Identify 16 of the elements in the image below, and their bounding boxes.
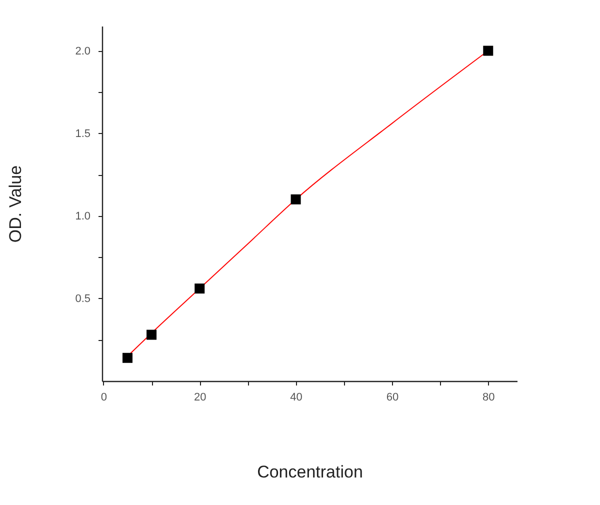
x-tick-label: 60 [386, 392, 399, 404]
y-axis-title: OD. Value [6, 165, 26, 243]
y-tick-label: 2.0 [75, 45, 90, 58]
y-tick-label: 1.5 [75, 128, 90, 140]
y-tick-label: 0.5 [75, 292, 90, 305]
x-tick-label: 80 [482, 392, 495, 404]
x-tick-label: 40 [290, 392, 302, 404]
y-tick-label: 1.0 [75, 210, 90, 222]
x-axis-title: Concentration [257, 462, 363, 482]
point [194, 284, 205, 294]
x-tick-label: 0 [100, 392, 108, 404]
point [290, 194, 301, 204]
x-tick-label: 20 [194, 392, 206, 404]
point [122, 352, 132, 363]
point [146, 330, 157, 340]
point [483, 46, 494, 56]
